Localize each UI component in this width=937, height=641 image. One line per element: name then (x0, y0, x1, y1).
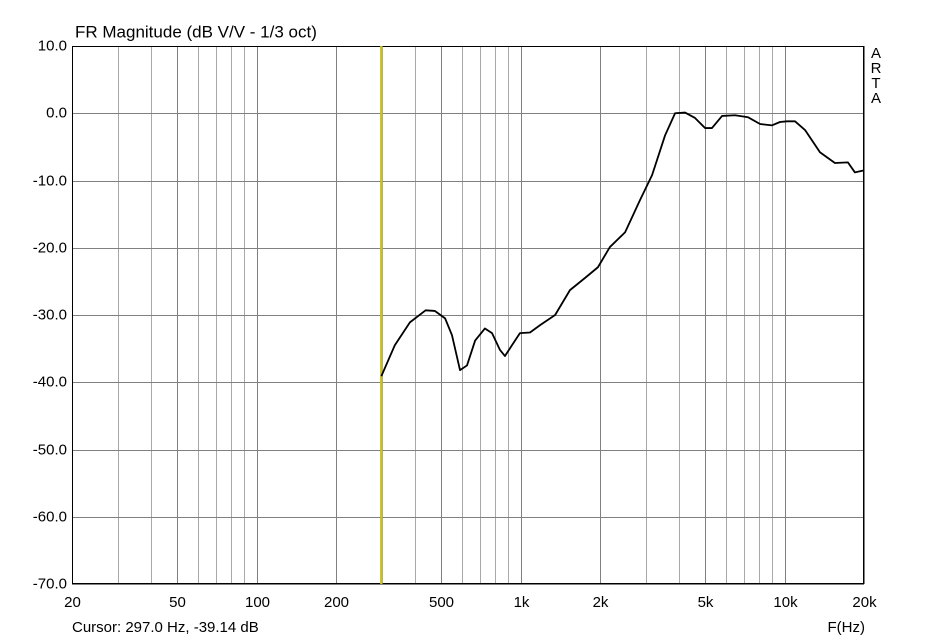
chart-title: FR Magnitude (dB V/V - 1/3 oct) (75, 22, 317, 41)
y-tick-label: -30.0 (33, 306, 67, 323)
x-tick-label: 20k (852, 594, 877, 611)
y-tick-label: -40.0 (33, 373, 67, 390)
y-tick-label: -20.0 (33, 239, 67, 256)
y-tick-label: -50.0 (33, 441, 67, 458)
fr-curve (380, 111, 865, 377)
plot-frame (72, 46, 864, 584)
x-tick-label: 100 (245, 594, 270, 611)
y-tick-label: 10.0 (38, 37, 67, 54)
x-tick-label: 1k (514, 594, 530, 611)
x-tick-label: 10k (773, 594, 798, 611)
x-axis-label: F(Hz) (828, 619, 866, 636)
y-tick-label: -10.0 (33, 172, 67, 189)
y-tick-label: 0.0 (46, 104, 67, 121)
y-tick-label: -70.0 (33, 575, 67, 592)
cursor-readout: Cursor: 297.0 Hz, -39.14 dB (72, 619, 259, 636)
x-tick-label: 2k (593, 594, 609, 611)
x-tick-label: 200 (324, 594, 349, 611)
x-tick-label: 5k (698, 594, 714, 611)
y-tick-label: -60.0 (33, 508, 67, 525)
x-tick-label: 20 (64, 594, 81, 611)
x-tick-label: 500 (429, 594, 454, 611)
x-tick-label: 50 (169, 594, 186, 611)
